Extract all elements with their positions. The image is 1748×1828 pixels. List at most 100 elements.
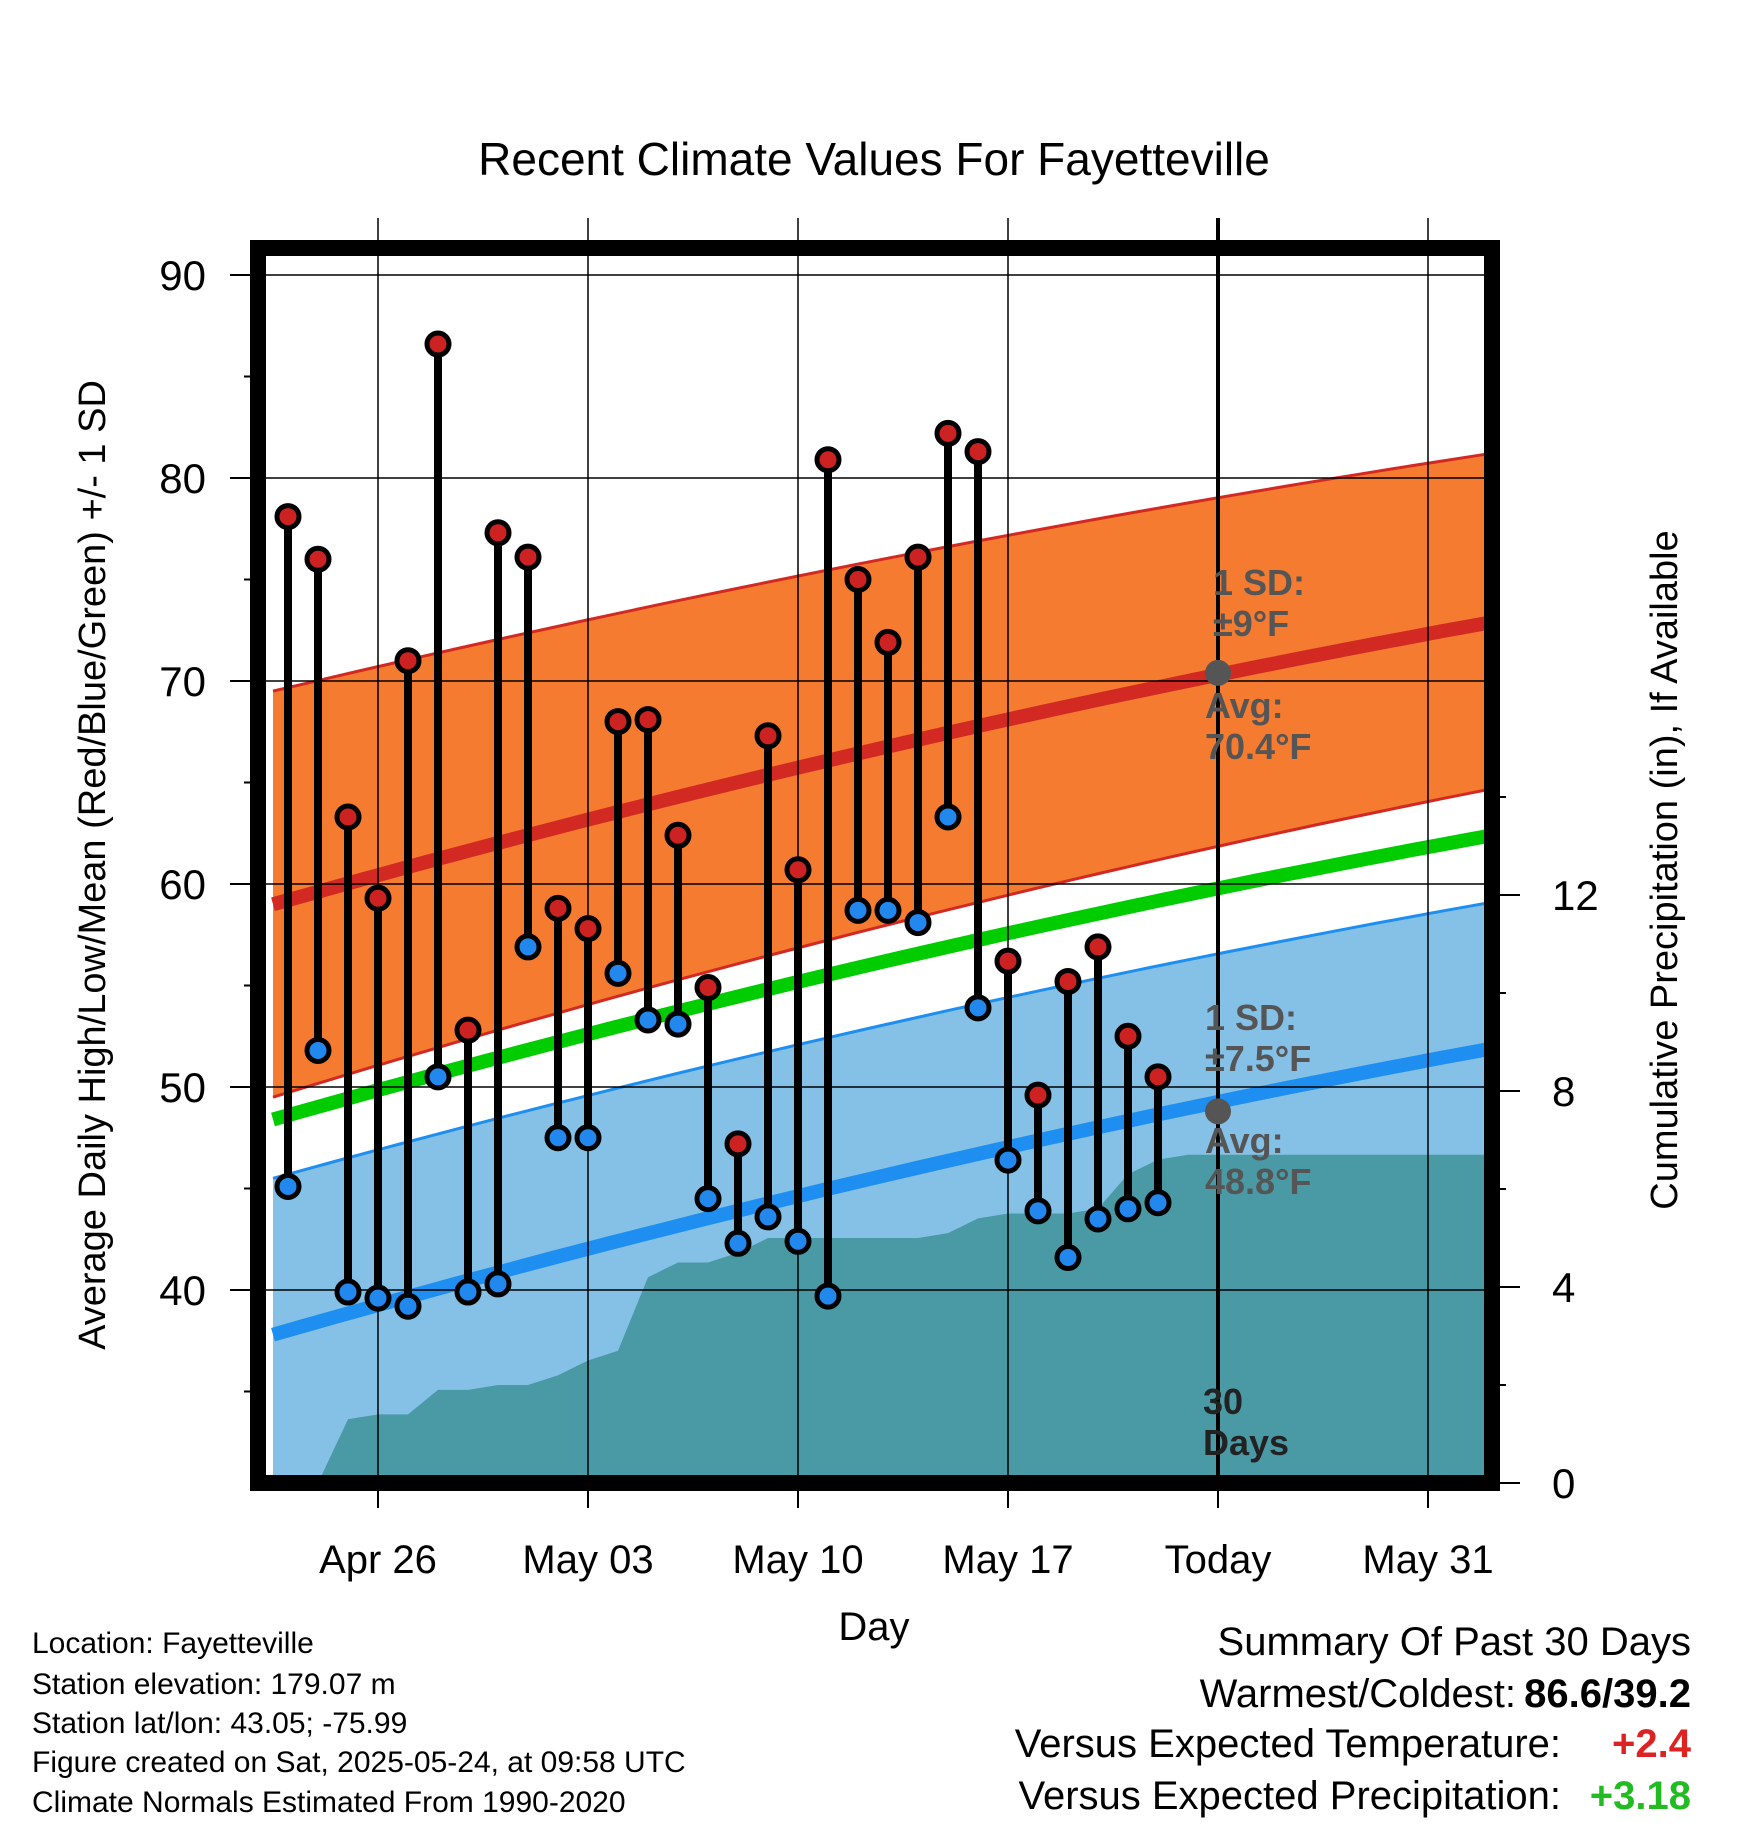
daily-low-point [574,1124,602,1152]
x-axis-label: Day [838,1605,909,1649]
daily-low-point [904,909,932,937]
daily-low-point [1144,1189,1172,1217]
x-tick-label: May 31 [1362,1538,1493,1582]
daily-low-point [514,933,542,961]
days-unit-label: Days [1203,1422,1289,1463]
daily-high-point [784,856,812,884]
daily-high-point [1144,1063,1172,1091]
daily-low-point [334,1278,362,1306]
daily-high-point [754,722,782,750]
daily-low-point [664,1010,692,1038]
daily-low-point [754,1203,782,1231]
today-high-avg-marker [1205,659,1231,686]
low-sd-value: ±7.5°F [1205,1038,1311,1079]
daily-high-point [934,419,962,447]
y-axis-label: Average Daily High/Low/Mean (Red/Blue/Gr… [72,380,114,1350]
y-tick-label: 40 [159,1267,206,1314]
daily-low-point [274,1172,302,1200]
info-location: Location: Fayetteville [32,1627,314,1660]
info-created: Figure created on Sat, 2025-05-24, at 09… [32,1746,686,1779]
info-elevation: Station elevation: 179.07 m [32,1668,396,1701]
daily-high-point [874,628,902,656]
days-count-label: 30 [1203,1381,1243,1422]
x-tick-label: Today [1165,1538,1272,1582]
summary-precip: Versus Expected Precipitation: +3.18 [1018,1774,1691,1819]
daily-low-point [724,1229,752,1257]
y2-tick-label: 4 [1552,1264,1575,1311]
summary-precip-label: Versus Expected Precipitation: [1018,1774,1561,1818]
low-sd-label: 1 SD: [1205,997,1297,1038]
daily-low-point [784,1227,812,1255]
daily-low-point [634,1006,662,1034]
daily-low-point [874,896,902,924]
summary-heading: Summary Of Past 30 Days [1218,1620,1691,1665]
daily-low-point [424,1063,452,1091]
low-sd-upper-edge [272,900,1492,1180]
y2-tick-label: 8 [1552,1068,1575,1115]
today-low-avg-marker [1205,1098,1231,1125]
daily-low-point [364,1284,392,1312]
x-tick-label: May 03 [522,1538,653,1582]
daily-high-point [514,543,542,571]
daily-low-point [484,1270,512,1298]
summary-warm-cold-value: 86.6/39.2 [1524,1672,1691,1716]
x-tick-label: May 17 [942,1538,1073,1582]
daily-high-point [1084,933,1112,961]
high-sd-value: ±9°F [1213,603,1289,644]
summary-temp-label: Versus Expected Temperature: [1014,1722,1561,1766]
daily-low-point [994,1146,1022,1174]
daily-high-point [844,566,872,593]
daily-low-point [964,994,992,1022]
daily-low-point [1054,1244,1082,1272]
low-sd-band [273,902,1492,1483]
y-tick-label: 70 [159,658,206,705]
summary-warm-cold-label: Warmest/Coldest: [1199,1672,1516,1716]
info-normals: Climate Normals Estimated From 1990-2020 [32,1786,626,1819]
daily-low-point [394,1292,422,1320]
daily-high-point [574,915,602,943]
daily-high-point [664,821,692,849]
low-avg-label: Avg: [1205,1120,1284,1161]
daily-high-point [694,974,722,1002]
daily-low-point [1084,1205,1112,1233]
daily-low-point [544,1124,572,1152]
daily-high-point [964,438,992,466]
daily-high-point [484,519,512,547]
high-sd-upper-edge [272,451,1492,693]
low-avg-value: 48.8°F [1205,1161,1311,1202]
daily-low-point [604,959,632,987]
y-tick-label: 80 [159,455,206,502]
high-avg-value: 70.4°F [1205,726,1311,767]
daily-high-point [814,446,842,474]
summary-temp: Versus Expected Temperature: +2.4 [1015,1722,1691,1767]
summary-heading-text: Summary Of Past 30 Days [1217,1620,1691,1664]
daily-high-point [1054,967,1082,995]
daily-low-point [934,803,962,831]
summary-warm-cold: Warmest/Coldest: 86.6/39.2 [1200,1672,1691,1717]
daily-high-point [904,543,932,571]
daily-low-point [1114,1195,1142,1223]
daily-high-point [544,894,572,922]
x-tick-label: Apr 26 [319,1538,437,1582]
y2-tick-label: 12 [1552,872,1599,919]
normal-low-line [271,1041,1492,1342]
x-tick-label: May 10 [732,1538,863,1582]
precip-area [273,1154,1492,1483]
plot-frame [250,240,1500,1491]
daily-low-point [304,1036,332,1064]
y-tick-label: 60 [159,861,206,908]
daily-high-point [1114,1022,1142,1050]
daily-high-point [394,647,422,675]
summary-precip-value: +3.18 [1589,1774,1691,1818]
daily-high-point [274,503,302,531]
high-sd-label: 1 SD: [1213,562,1305,603]
y-tick-label: 50 [159,1064,206,1111]
daily-low-point [454,1278,482,1306]
daily-high-point [994,947,1022,975]
daily-low-point [844,896,872,924]
daily-high-point [424,330,452,358]
daily-high-point [304,545,332,573]
daily-low-point [694,1185,722,1213]
daily-low-point [814,1282,842,1310]
daily-high-point [454,1016,482,1044]
